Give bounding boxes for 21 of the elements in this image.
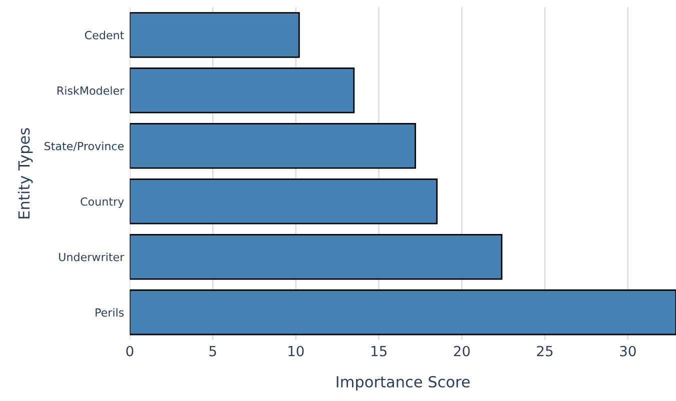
- y-tick-label: Country: [80, 197, 124, 208]
- bar: [130, 234, 502, 280]
- x-tick-label: 5: [209, 346, 216, 356]
- bar: [130, 12, 300, 58]
- x-axis-title: Importance Score: [336, 376, 470, 390]
- y-tick-label: Perils: [96, 308, 124, 317]
- bar: [130, 68, 355, 114]
- x-tick-label: 10: [288, 346, 304, 356]
- x-tick-label: 20: [454, 346, 470, 356]
- y-tick-label: Underwriter: [59, 252, 124, 262]
- y-tick-label: Cedent: [84, 30, 124, 40]
- y-axis-title: Entity Types: [18, 128, 33, 218]
- x-tick-label: 15: [372, 346, 386, 356]
- bar: [130, 289, 676, 336]
- y-tick-label: RiskModeler: [58, 86, 124, 95]
- y-tick-label: State/Province: [44, 142, 124, 152]
- x-tick-label: 25: [537, 346, 552, 356]
- x-tick-label: 30: [620, 346, 636, 356]
- bar: [130, 178, 438, 224]
- bar: [130, 123, 416, 169]
- x-tick-label: 0: [126, 346, 134, 356]
